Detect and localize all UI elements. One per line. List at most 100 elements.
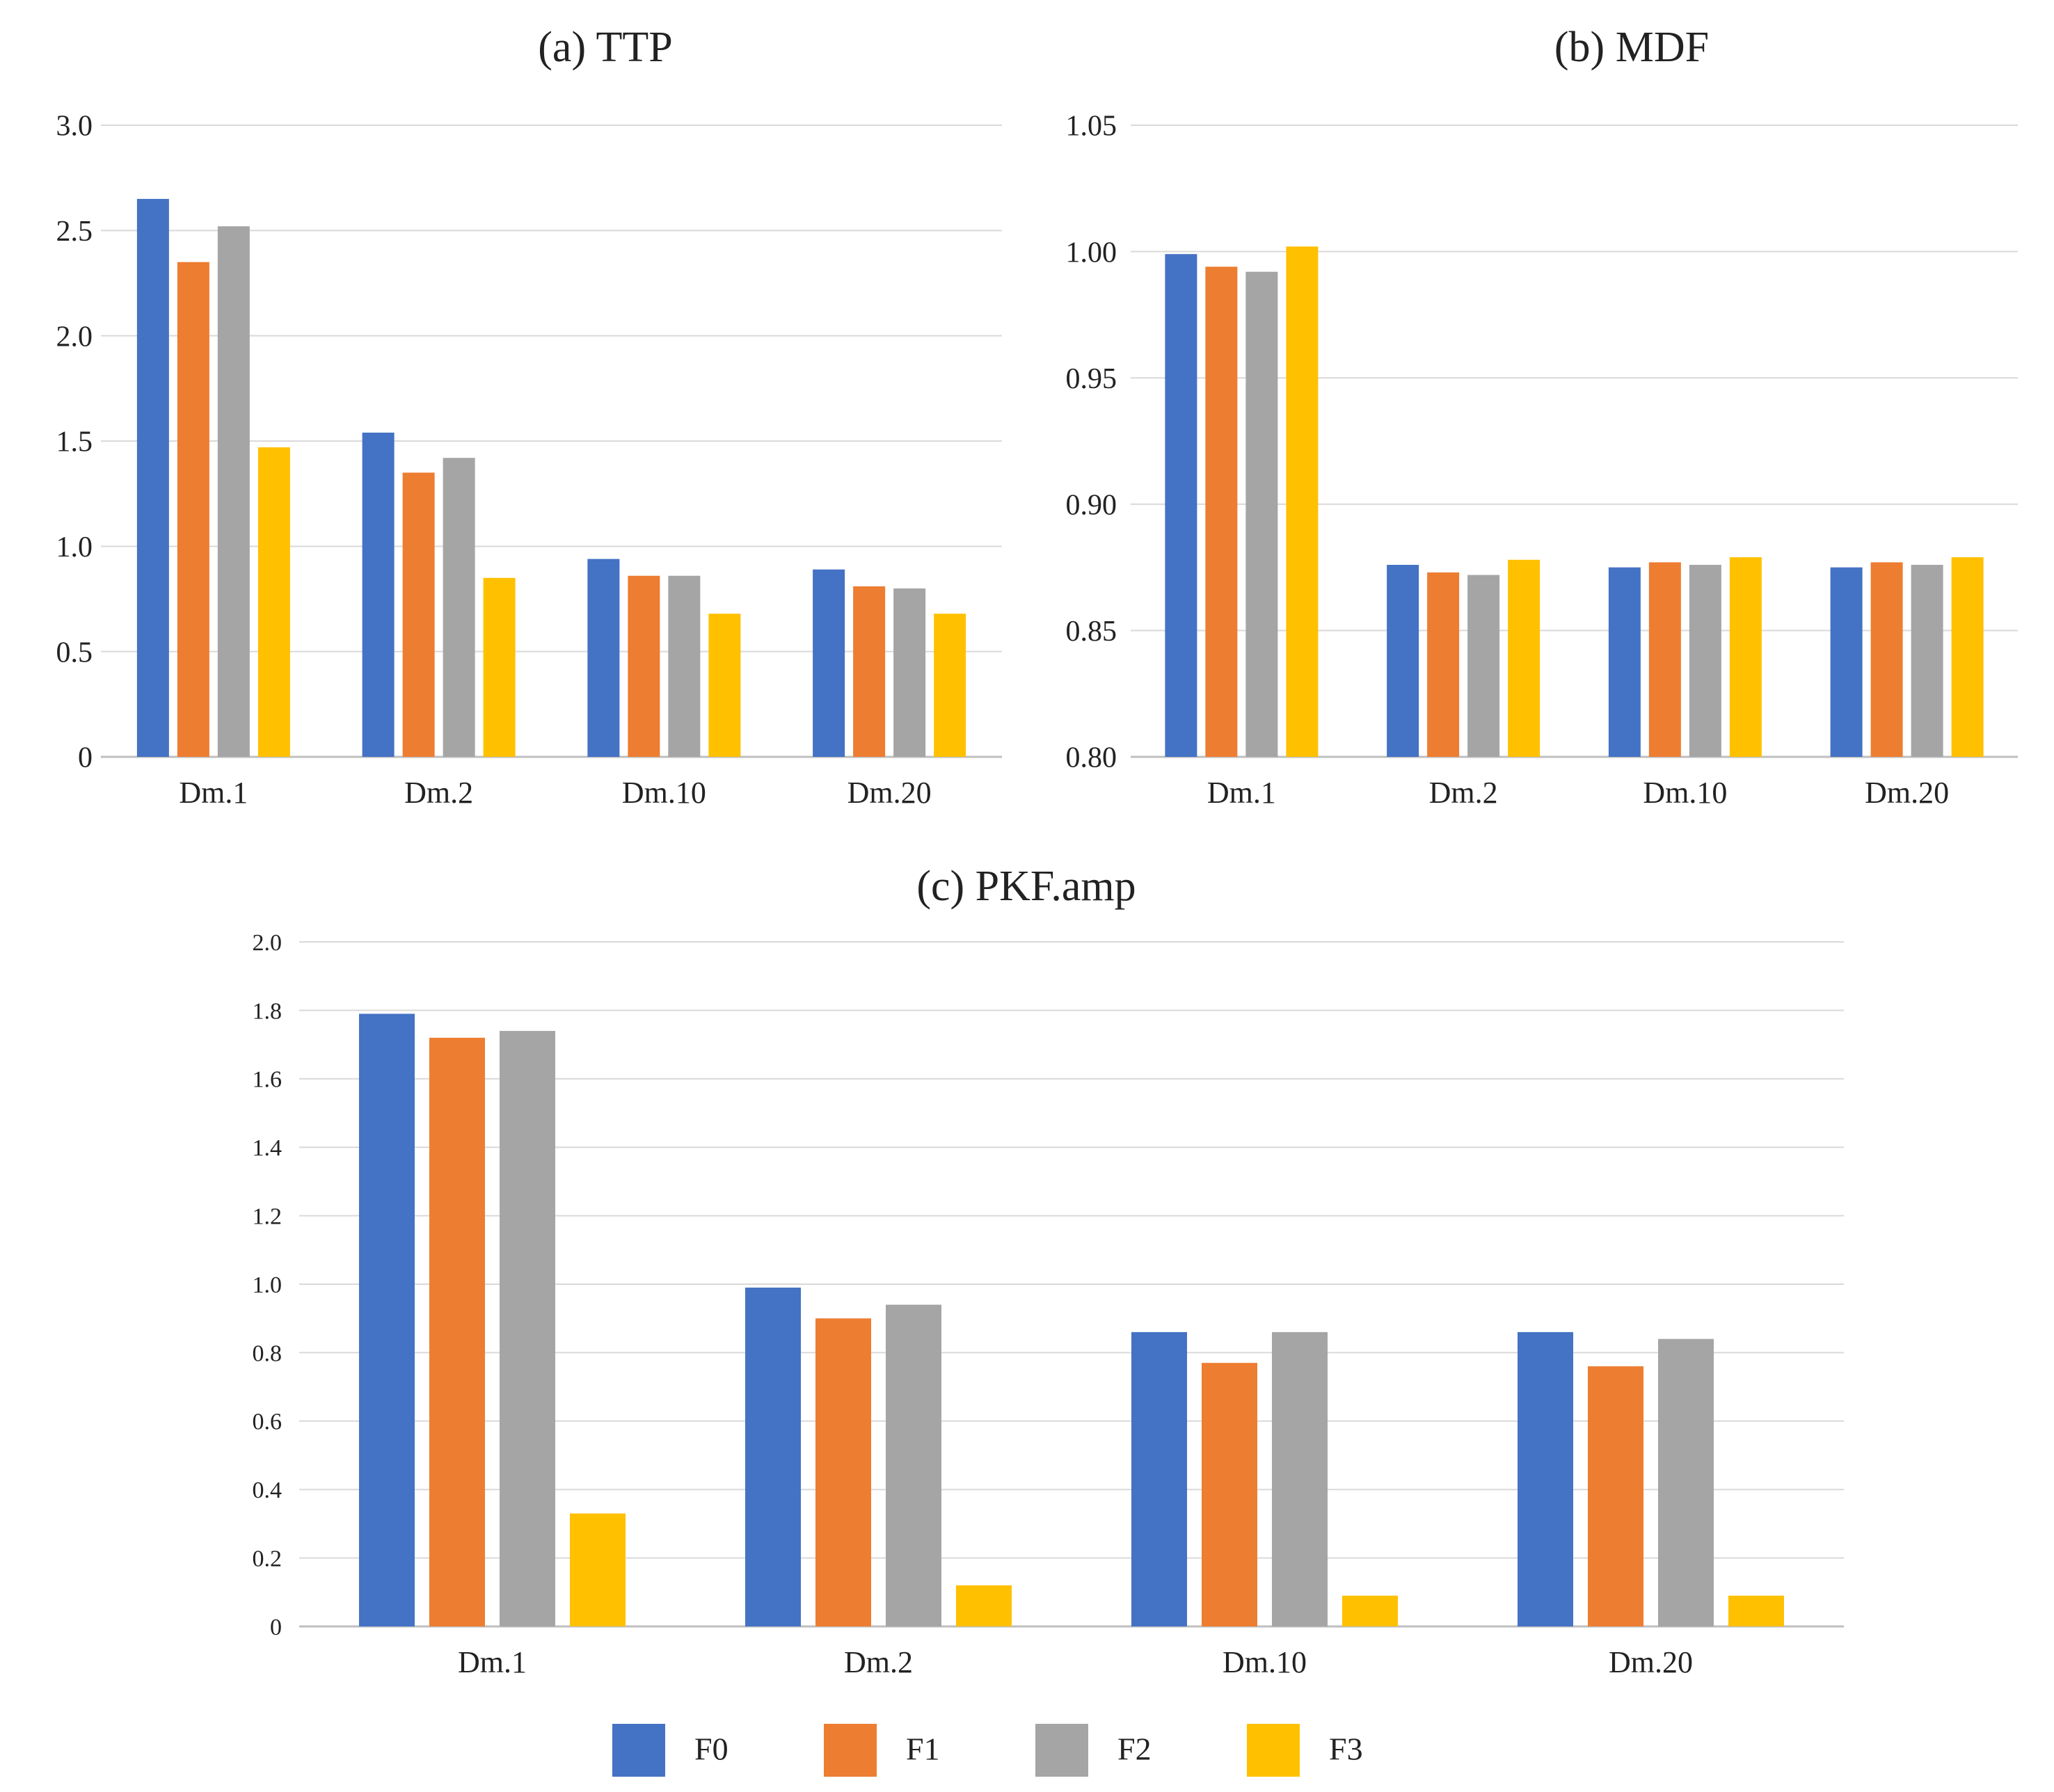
category-label: Dm.10 (1223, 1645, 1307, 1679)
chart-ttp: (a) TTP 0 0.5 1.0 1.5 2.0 2.5 3.0 Dm.1 Dm.2 Dm.10 D… (56, 24, 1002, 810)
bar-f2-dm20 (893, 588, 926, 757)
bar-f2-dm2 (1467, 575, 1500, 757)
y-tick-label: 1.5 (56, 426, 93, 458)
category-label: Dm.2 (1429, 776, 1498, 810)
bar-f0-dm1 (1165, 254, 1197, 757)
y-tick-label: 0.6 (253, 1409, 282, 1435)
legend-label-f0: F0 (694, 1731, 729, 1767)
y-tick-label: 0.5 (56, 637, 93, 669)
y-tick-label: 2.5 (56, 216, 93, 248)
y-tick-label: 0.85 (1066, 616, 1117, 648)
bar-f0-dm1 (359, 1014, 415, 1626)
bar-f3-dm10 (708, 614, 741, 757)
y-tick-label: 0 (270, 1615, 282, 1640)
bar-f1-dm1 (1205, 266, 1238, 758)
bar-f1-dm2 (402, 472, 435, 757)
y-tick-label: 1.0 (56, 531, 93, 563)
bar-f1-dm2 (1427, 572, 1460, 757)
legend: F0 F1 F2 F3 (612, 1724, 1363, 1777)
legend-swatch-f2 (1035, 1724, 1088, 1777)
bar-f1-dm10 (1202, 1363, 1257, 1626)
category-label: Dm.10 (622, 776, 706, 810)
bar-f1-dm1 (177, 262, 209, 757)
bar-f2-dm1 (217, 226, 250, 757)
bar-f2-dm2 (443, 458, 475, 757)
bar-f3-dm20 (1951, 557, 1984, 757)
y-tick-label: 1.0 (253, 1272, 282, 1298)
bar-f3-dm1 (1286, 246, 1319, 757)
y-tick-label: 1.6 (253, 1067, 282, 1093)
bar-f1-dm20 (853, 586, 886, 757)
legend-swatch-f0 (612, 1724, 665, 1777)
bar-f2-dm10 (1272, 1331, 1328, 1626)
bar-f1-dm10 (628, 575, 660, 757)
bar-f2-dm1 (1245, 271, 1278, 757)
bar-f2-dm2 (886, 1304, 941, 1626)
y-tick-label: 0.90 (1066, 490, 1117, 522)
bar-f0-dm10 (1608, 567, 1641, 757)
bar-f3-dm1 (570, 1513, 626, 1626)
y-tick-label: 1.2 (253, 1204, 282, 1230)
category-label: Dm.1 (179, 776, 248, 810)
chart-pkf-amp: (c) PKF.amp 0 0.2 0.4 0.6 0.8 1.0 1.2 1.4 1.6 1.8 2… (253, 863, 1844, 1679)
bar-f0-dm20 (1518, 1331, 1573, 1626)
category-label: Dm.1 (1207, 776, 1276, 810)
chart-mdf: (b) MDF 0.80 0.85 0.90 0.95 1.00 1.05 Dm.1 Dm.2 D… (1066, 24, 2018, 810)
y-tick-label: 0.8 (253, 1341, 282, 1366)
y-tick-label: 3.0 (56, 111, 93, 143)
category-label: Dm.2 (404, 776, 473, 810)
category-label: Dm.20 (1609, 1645, 1693, 1679)
bar-f3-dm2 (956, 1585, 1012, 1626)
legend-swatch-f1 (824, 1724, 877, 1777)
category-label: Dm.1 (458, 1645, 527, 1679)
bar-f0-dm2 (745, 1287, 801, 1626)
y-tick-label: 1.05 (1066, 111, 1117, 143)
legend-label-f3: F3 (1329, 1731, 1363, 1767)
y-tick-label: 1.8 (253, 998, 282, 1024)
chart-title: (c) PKF.amp (916, 863, 1136, 910)
y-tick-label: 1.00 (1066, 237, 1117, 269)
legend-label-f2: F2 (1117, 1731, 1152, 1767)
y-tick-label: 0.4 (253, 1478, 282, 1503)
bar-f2-dm20 (1911, 564, 1943, 757)
bar-f1-dm1 (429, 1037, 485, 1626)
y-tick-label: 0 (78, 742, 93, 774)
y-tick-label: 0.2 (253, 1546, 282, 1572)
bar-f1-dm10 (1648, 562, 1681, 757)
bar-f3-dm20 (1728, 1595, 1784, 1626)
bar-f0-dm10 (587, 559, 620, 757)
bar-f3-dm2 (1508, 559, 1540, 757)
category-label: Dm.10 (1643, 776, 1727, 810)
bar-f2-dm10 (1689, 564, 1721, 757)
chart-title: (b) MDF (1554, 24, 1709, 71)
category-label: Dm.20 (847, 776, 932, 810)
bar-f1-dm2 (815, 1318, 871, 1626)
y-tick-label: 0.80 (1066, 742, 1117, 774)
bar-f2-dm10 (668, 575, 701, 757)
category-label: Dm.2 (844, 1645, 913, 1679)
bar-f2-dm1 (500, 1030, 555, 1626)
bar-f3-dm20 (934, 614, 966, 757)
y-tick-label: 1.4 (253, 1135, 282, 1161)
bar-f0-dm10 (1131, 1331, 1187, 1626)
bar-f0-dm1 (136, 198, 169, 757)
category-label: Dm.20 (1865, 776, 1949, 810)
bar-f3-dm10 (1342, 1595, 1398, 1626)
y-tick-label: 0.95 (1066, 363, 1117, 395)
bar-f3-dm10 (1729, 557, 1762, 757)
bar-f2-dm20 (1658, 1338, 1714, 1626)
bar-f3-dm2 (483, 577, 516, 757)
bar-f0-dm2 (362, 432, 395, 757)
legend-swatch-f3 (1247, 1724, 1300, 1777)
bar-f3-dm1 (257, 447, 290, 757)
bar-f0-dm20 (813, 569, 845, 757)
bar-f0-dm20 (1830, 567, 1863, 757)
bar-f1-dm20 (1588, 1366, 1643, 1626)
bar-f1-dm20 (1870, 562, 1903, 757)
y-tick-label: 2.0 (56, 321, 93, 353)
bar-f0-dm2 (1387, 564, 1419, 757)
chart-title: (a) TTP (538, 24, 672, 71)
legend-label-f1: F1 (906, 1731, 940, 1767)
y-tick-label: 2.0 (253, 930, 282, 956)
